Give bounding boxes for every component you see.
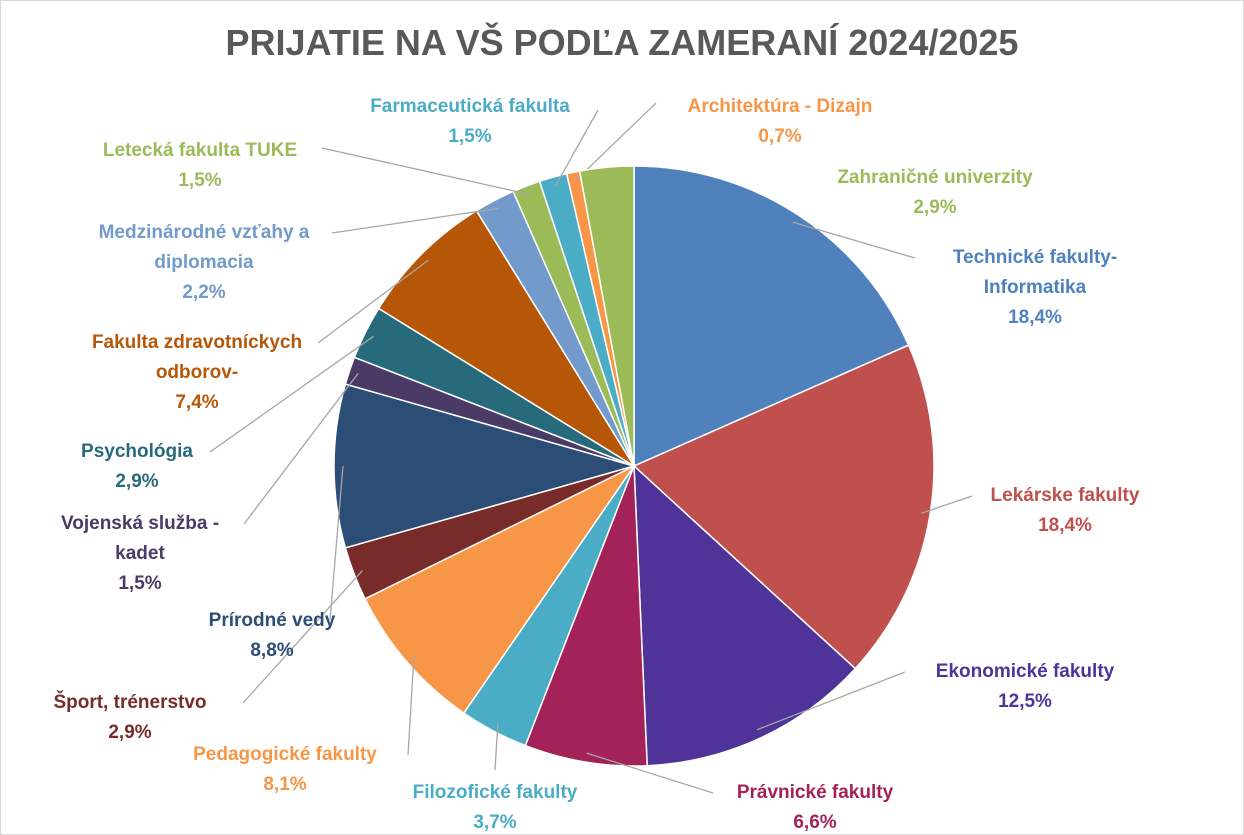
category-label: Architektúra - Dizajn <box>687 96 873 117</box>
category-label: Prírodné vedy <box>208 610 336 631</box>
category-label: Technické fakulty-Informatika <box>952 247 1118 298</box>
value-label: 3,7% <box>473 812 517 833</box>
category-label: Medzinárodné vzťahy a diplomacia <box>98 222 310 273</box>
leader-line <box>494 723 499 771</box>
category-label: Letecká fakulta TUKE <box>102 140 298 161</box>
category-label: Fakulta zdravotníckych odborov- <box>91 332 303 383</box>
pie-slice <box>524 465 648 767</box>
pie-slice <box>377 209 635 467</box>
value-label: 1,5% <box>178 170 222 191</box>
leader-line <box>586 752 714 794</box>
value-label: 2,9% <box>115 471 159 492</box>
data-label: Architektúra - Dizajn 0,7% <box>650 92 910 152</box>
value-label: 1,5% <box>118 573 162 594</box>
pie-slice <box>632 344 935 670</box>
value-label: 2,9% <box>913 197 957 218</box>
data-label: Psychológia 2,9% <box>57 437 217 497</box>
data-label: Filozofické fakulty 3,7% <box>380 778 610 835</box>
category-label: Ekonomické fakulty <box>935 661 1115 682</box>
value-label: 18,4% <box>1008 307 1062 328</box>
category-label: Lekárske fakulty <box>990 485 1140 506</box>
category-label: Šport, trénerstvo <box>53 692 207 713</box>
value-label: 0,7% <box>758 126 802 147</box>
value-label: 18,4% <box>1038 515 1092 536</box>
value-label: 7,4% <box>175 392 219 413</box>
value-label: 2,9% <box>108 722 152 743</box>
leader-line <box>242 570 363 704</box>
value-label: 6,6% <box>793 812 837 833</box>
data-label: Prírodné vedy 8,8% <box>182 606 362 666</box>
leader-line <box>574 102 657 182</box>
value-label: 8,1% <box>263 774 307 795</box>
leader-line <box>209 335 374 453</box>
data-label: Technické fakulty-Informatika 18,4% <box>920 243 1150 333</box>
data-label: Šport, trénerstvo 2,9% <box>15 688 245 748</box>
leader-line <box>243 373 359 525</box>
pie-slice <box>364 464 637 715</box>
data-label: Zahraničné univerzity 2,9% <box>805 163 1065 223</box>
leader-line <box>407 656 415 756</box>
pie-slice <box>578 165 635 467</box>
category-label: Pedagogické fakulty <box>193 744 377 765</box>
value-label: 12,5% <box>998 691 1052 712</box>
pie-slice <box>633 464 857 767</box>
leader-line <box>329 465 344 621</box>
value-label: 2,2% <box>182 282 226 303</box>
leader-line <box>554 109 599 187</box>
data-label: Lekárske fakulty 18,4% <box>965 481 1165 541</box>
leader-line <box>321 147 530 196</box>
data-label: Fakulta zdravotníckych odborov- 7,4% <box>62 328 332 418</box>
category-label: Právnické fakulty <box>736 782 894 803</box>
category-label: Filozofické fakulty <box>412 782 578 803</box>
leader-line <box>756 671 906 731</box>
pie-slice <box>633 165 910 468</box>
category-label: Zahraničné univerzity <box>837 167 1033 188</box>
data-label: Vojenská služba - kadet 1,5% <box>40 509 240 599</box>
data-label: Pedagogické fakulty 8,1% <box>165 740 405 800</box>
data-label: Letecká fakulta TUKE 1,5% <box>75 136 325 196</box>
category-label: Psychológia <box>81 441 193 462</box>
value-label: 1,5% <box>448 126 492 147</box>
leader-line <box>317 259 429 344</box>
data-label: Farmaceutická fakulta 1,5% <box>340 92 600 152</box>
leader-line <box>792 221 916 259</box>
leader-line <box>331 207 499 234</box>
data-label: Právnické fakulty 6,6% <box>705 778 925 835</box>
category-label: Vojenská služba - kadet <box>60 513 220 564</box>
leader-line <box>920 495 973 514</box>
chart-title: PRIJATIE NA VŠ PODĽA ZAMERANÍ 2024/2025 <box>225 22 1019 63</box>
data-label: Medzinárodné vzťahy a diplomacia 2,2% <box>59 218 349 308</box>
value-label: 8,8% <box>250 640 294 661</box>
data-label: Ekonomické fakulty 12,5% <box>905 657 1145 717</box>
category-label: Farmaceutická fakulta <box>370 96 570 117</box>
